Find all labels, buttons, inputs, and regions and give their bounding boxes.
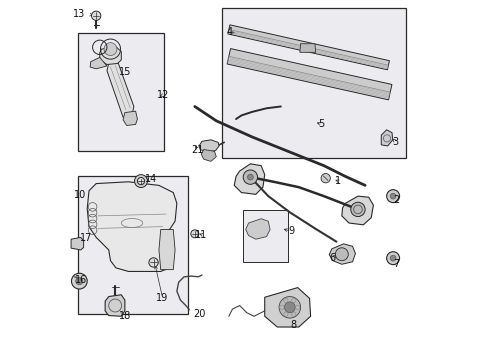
Circle shape (149, 258, 158, 267)
Circle shape (279, 297, 300, 318)
Circle shape (135, 175, 147, 188)
Text: 13: 13 (73, 9, 85, 19)
Polygon shape (100, 46, 122, 64)
Text: 12: 12 (157, 90, 170, 100)
Polygon shape (381, 130, 393, 146)
Circle shape (387, 190, 399, 203)
Polygon shape (87, 182, 177, 271)
Text: 8: 8 (291, 320, 297, 329)
Text: 6: 6 (330, 253, 336, 263)
Circle shape (390, 193, 396, 199)
Circle shape (104, 42, 117, 55)
Text: 11: 11 (195, 230, 207, 239)
Text: 4: 4 (227, 27, 233, 37)
Polygon shape (342, 196, 373, 225)
Text: 16: 16 (74, 275, 87, 285)
Circle shape (247, 174, 253, 180)
Text: 21: 21 (192, 144, 204, 154)
Circle shape (321, 174, 330, 183)
Text: 3: 3 (392, 137, 399, 147)
Polygon shape (105, 295, 125, 316)
Circle shape (285, 302, 295, 313)
Text: 2: 2 (393, 195, 399, 205)
Text: 20: 20 (193, 310, 206, 319)
Circle shape (191, 230, 199, 238)
Text: 7: 7 (393, 259, 399, 269)
Text: 15: 15 (119, 67, 131, 77)
Circle shape (76, 278, 83, 285)
Circle shape (72, 273, 87, 289)
Text: 1: 1 (335, 176, 342, 186)
Polygon shape (123, 111, 137, 126)
Polygon shape (71, 237, 84, 250)
Circle shape (387, 252, 399, 265)
Circle shape (137, 177, 145, 185)
Circle shape (335, 248, 348, 261)
Polygon shape (90, 57, 107, 69)
Polygon shape (329, 244, 355, 264)
Text: 14: 14 (145, 174, 157, 184)
Text: 17: 17 (80, 233, 93, 243)
Polygon shape (227, 49, 392, 100)
Circle shape (351, 202, 365, 217)
Polygon shape (107, 62, 134, 117)
Polygon shape (199, 140, 219, 152)
Polygon shape (201, 149, 216, 161)
Polygon shape (228, 25, 390, 70)
Text: 5: 5 (318, 120, 325, 129)
Bar (78, 33, 164, 151)
Polygon shape (300, 44, 316, 52)
Text: 10: 10 (74, 190, 86, 201)
Bar (78, 176, 188, 315)
Circle shape (390, 255, 396, 261)
Bar (243, 211, 288, 262)
Text: 19: 19 (156, 293, 169, 303)
Polygon shape (245, 219, 270, 239)
Text: 9: 9 (289, 226, 294, 236)
Polygon shape (265, 288, 311, 327)
Bar (221, 8, 406, 158)
Polygon shape (159, 229, 175, 270)
Polygon shape (234, 164, 265, 194)
Text: 18: 18 (119, 311, 131, 320)
Circle shape (243, 170, 258, 184)
Circle shape (92, 11, 101, 21)
